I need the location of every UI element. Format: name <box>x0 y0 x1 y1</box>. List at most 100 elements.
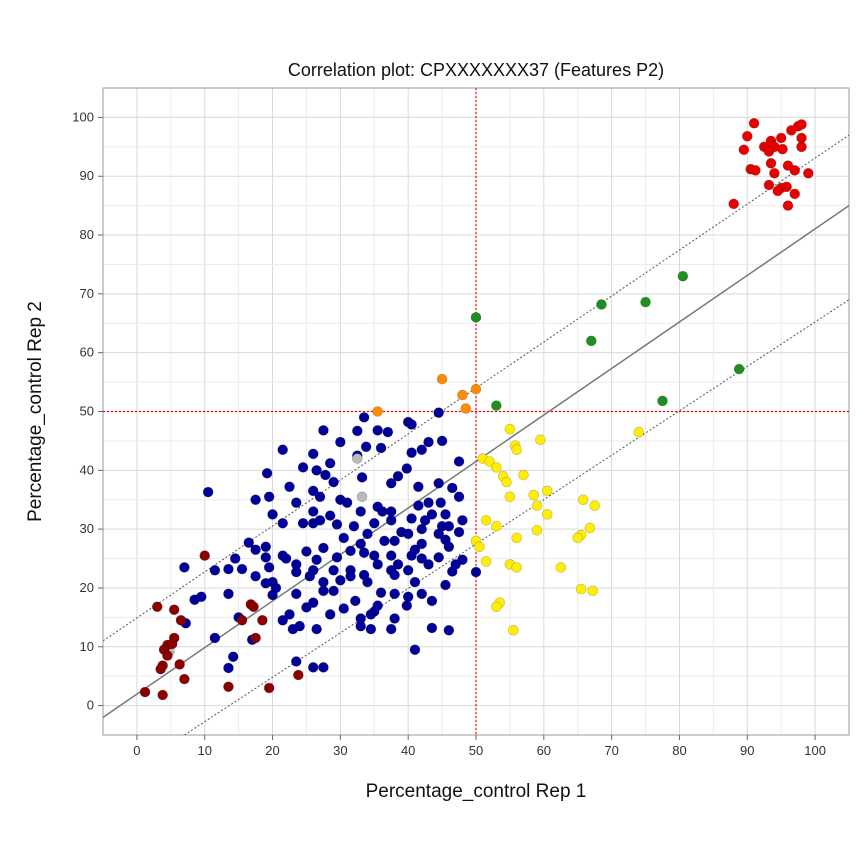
x-tick-label: 40 <box>401 743 415 758</box>
data-point <box>179 673 190 685</box>
data-point <box>531 500 543 511</box>
data-point <box>587 585 598 597</box>
data-point <box>155 663 166 675</box>
data-point <box>531 525 543 536</box>
data-point <box>352 453 363 464</box>
data-point <box>401 463 413 474</box>
data-point <box>209 565 221 576</box>
data-point <box>385 477 397 489</box>
data-point <box>257 615 268 626</box>
data-point <box>416 538 428 550</box>
data-point <box>460 403 472 414</box>
data-point <box>596 299 607 310</box>
data-point <box>763 146 775 157</box>
data-point <box>435 497 447 508</box>
data-point <box>157 689 168 701</box>
data-point <box>584 522 596 534</box>
data-point <box>174 659 185 670</box>
data-point <box>260 577 272 589</box>
data-point <box>511 562 522 573</box>
y-axis-title: Percentage_control Rep 2 <box>25 301 46 522</box>
data-point <box>139 686 151 698</box>
data-point <box>796 119 807 130</box>
data-point <box>356 491 368 503</box>
data-point <box>389 569 400 581</box>
data-point <box>236 615 248 626</box>
data-point <box>786 125 797 136</box>
data-point <box>277 517 289 529</box>
data-point <box>402 565 414 576</box>
data-point <box>318 662 329 673</box>
data-point <box>433 407 445 418</box>
data-point <box>416 553 428 564</box>
data-point <box>345 545 356 557</box>
data-point <box>406 550 417 561</box>
data-point <box>301 546 312 557</box>
data-point <box>179 562 190 573</box>
data-point <box>796 132 807 144</box>
data-point <box>358 547 370 558</box>
data-point <box>284 481 295 493</box>
data-point <box>189 594 200 606</box>
data-point <box>362 576 373 588</box>
data-point <box>484 456 495 467</box>
data-point <box>402 528 414 540</box>
data-point <box>443 625 455 636</box>
data-point <box>209 632 221 644</box>
chart-title: Correlation plot: CPXXXXXXX37 (Features … <box>288 60 664 80</box>
data-point <box>406 513 417 524</box>
data-point <box>423 559 434 570</box>
data-point <box>318 576 329 588</box>
data-point <box>501 476 512 488</box>
data-point <box>426 595 438 607</box>
data-point <box>307 448 319 460</box>
data-point <box>392 470 404 482</box>
data-point <box>789 165 801 176</box>
data-point <box>297 517 309 529</box>
data-point <box>345 570 356 582</box>
data-point <box>365 609 377 620</box>
data-point <box>311 554 322 566</box>
data-point <box>453 456 465 467</box>
data-point <box>175 615 187 626</box>
data-point <box>250 544 261 556</box>
data-point <box>470 312 482 323</box>
data-point <box>677 270 689 282</box>
data-point <box>243 537 255 548</box>
x-tick-label: 50 <box>469 743 483 758</box>
data-point <box>324 510 336 521</box>
data-point <box>769 167 780 179</box>
data-point <box>284 609 295 620</box>
data-point <box>290 656 302 667</box>
data-point <box>382 426 394 438</box>
data-point <box>491 462 502 473</box>
data-point <box>436 435 448 447</box>
data-point <box>338 532 350 544</box>
data-point <box>267 509 278 520</box>
data-point <box>348 520 360 532</box>
data-point <box>480 556 492 567</box>
data-point <box>341 497 353 508</box>
data-point <box>413 481 424 493</box>
data-point <box>782 200 794 211</box>
data-point <box>775 132 787 144</box>
regression-line <box>103 205 849 718</box>
data-point <box>402 591 414 603</box>
data-point <box>199 550 211 561</box>
data-point <box>640 296 651 308</box>
data-point <box>750 165 761 176</box>
data-point <box>290 497 302 508</box>
data-point <box>365 623 377 635</box>
data-point <box>311 623 322 635</box>
data-point <box>250 494 261 506</box>
data-point <box>657 395 668 407</box>
data-point <box>433 477 445 489</box>
data-point <box>392 559 404 570</box>
data-point <box>331 519 343 530</box>
data-point <box>446 566 458 577</box>
data-point <box>355 538 367 550</box>
data-point <box>277 444 289 456</box>
data-point <box>440 579 451 591</box>
data-point <box>781 181 792 193</box>
data-point <box>491 400 502 411</box>
